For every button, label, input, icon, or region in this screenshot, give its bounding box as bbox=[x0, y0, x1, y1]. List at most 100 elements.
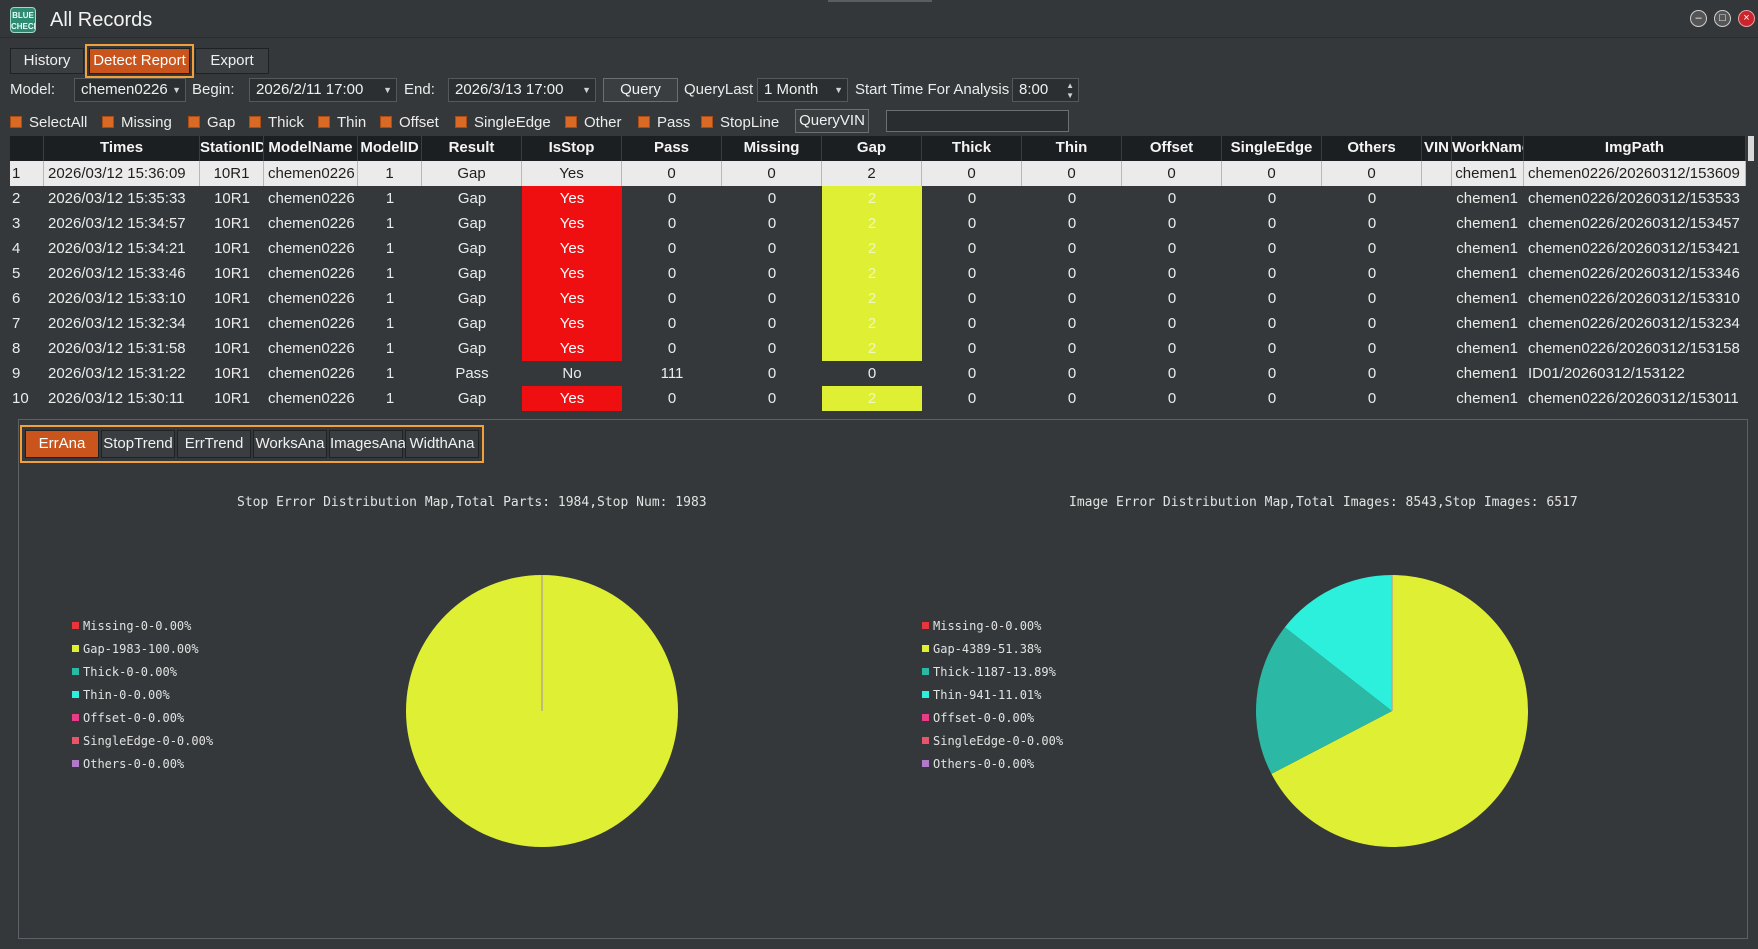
column-header-modelname[interactable]: ModelName bbox=[264, 136, 358, 161]
table-cell-others: 0 bbox=[1367, 340, 1377, 357]
table-cell-rownum: 2 bbox=[12, 190, 21, 207]
tab-stoptrend[interactable]: StopTrend bbox=[101, 430, 175, 458]
query-last-select[interactable]: 1 Month ▼ bbox=[757, 78, 848, 102]
close-icon[interactable]: × bbox=[1738, 10, 1755, 27]
column-header-offset[interactable]: Offset bbox=[1122, 136, 1222, 161]
vin-input[interactable] bbox=[886, 110, 1069, 132]
column-header-modelid[interactable]: ModelID bbox=[358, 136, 422, 161]
table-row[interactable]: 8 2026/03/12 15:31:58 10R1 chemen0226 1 Gap Ye… bbox=[10, 336, 1746, 361]
tab-errtrend[interactable]: ErrTrend bbox=[177, 430, 251, 458]
checkbox-icon bbox=[638, 116, 650, 128]
table-row[interactable]: 9 2026/03/12 15:31:22 10R1 chemen0226 1 Pass N… bbox=[10, 361, 1746, 386]
legend-item: Gap-1983-100.00% bbox=[72, 637, 213, 660]
tab-history[interactable]: History bbox=[10, 48, 84, 74]
table-cell-result: Gap bbox=[457, 290, 487, 307]
table-cell-pass: 0 bbox=[667, 340, 677, 357]
end-datetime[interactable]: 2026/3/13 17:00 ▼ bbox=[448, 78, 596, 102]
checkbox-pass[interactable]: Pass bbox=[638, 112, 690, 132]
column-header-pass[interactable]: Pass bbox=[622, 136, 722, 161]
table-scrollbar[interactable] bbox=[1748, 136, 1754, 161]
table-row[interactable]: 2 2026/03/12 15:35:33 10R1 chemen0226 1 Gap Ye… bbox=[10, 186, 1746, 211]
table-row[interactable]: 10 2026/03/12 15:30:11 10R1 chemen0226 1 Gap Y… bbox=[10, 386, 1746, 411]
table-cell-gap: 0 bbox=[867, 365, 877, 382]
column-header-others[interactable]: Others bbox=[1322, 136, 1422, 161]
table-cell-singleedge: 0 bbox=[1222, 161, 1322, 186]
tab-widthana[interactable]: WidthAna bbox=[405, 430, 479, 458]
legend-item: Thin-0-0.00% bbox=[72, 683, 213, 706]
table-cell-thick: 0 bbox=[967, 240, 977, 257]
column-header-times[interactable]: Times bbox=[44, 136, 200, 161]
column-header-vin[interactable]: VIN bbox=[1422, 136, 1452, 161]
checkbox-offset[interactable]: Offset bbox=[380, 112, 439, 132]
legend-swatch bbox=[922, 645, 929, 652]
table-row[interactable]: 6 2026/03/12 15:33:10 10R1 chemen0226 1 Gap Ye… bbox=[10, 286, 1746, 311]
legend-label: Offset-0-0.00% bbox=[933, 710, 1035, 725]
maximize-icon[interactable]: □ bbox=[1714, 10, 1731, 27]
column-header-stationid[interactable]: StationID bbox=[200, 136, 264, 161]
checkbox-gap[interactable]: Gap bbox=[188, 112, 235, 132]
start-time-spinbox[interactable]: 8:00 ▲ ▼ bbox=[1012, 78, 1079, 102]
table-cell-isstop: Yes bbox=[522, 236, 622, 261]
column-header-missing[interactable]: Missing bbox=[722, 136, 822, 161]
table-cell-times: 2026/03/12 15:31:22 bbox=[48, 365, 186, 382]
table-cell-result: Gap bbox=[457, 215, 487, 232]
start-time-label: Start Time For Analysis bbox=[855, 81, 1010, 98]
table-row[interactable]: 5 2026/03/12 15:33:46 10R1 chemen0226 1 Gap Ye… bbox=[10, 261, 1746, 286]
table-cell-pass: 0 bbox=[667, 390, 677, 407]
table-cell-missing: 0 bbox=[767, 290, 777, 307]
checkbox-singleedge[interactable]: SingleEdge bbox=[455, 112, 551, 132]
checkbox-thin[interactable]: Thin bbox=[318, 112, 366, 132]
checkbox-selectall[interactable]: SelectAll bbox=[10, 112, 87, 132]
table-cell-offset: 0 bbox=[1167, 290, 1177, 307]
table-cell-stationid: 10R1 bbox=[214, 390, 250, 407]
checkbox-other[interactable]: Other bbox=[565, 112, 622, 132]
checkbox-stopline[interactable]: StopLine bbox=[701, 112, 779, 132]
column-header-singleedge[interactable]: SingleEdge bbox=[1222, 136, 1322, 161]
table-cell-singleedge: 0 bbox=[1267, 340, 1277, 357]
begin-datetime[interactable]: 2026/2/11 17:00 ▼ bbox=[249, 78, 397, 102]
checkbox-label: StopLine bbox=[720, 113, 780, 131]
table-cell-times: 2026/03/12 15:33:46 bbox=[48, 265, 186, 282]
tab-errana[interactable]: ErrAna bbox=[25, 430, 99, 458]
table-cell-stationid: 10R1 bbox=[214, 290, 250, 307]
checkbox-thick[interactable]: Thick bbox=[249, 112, 304, 132]
tab-worksana[interactable]: WorksAna bbox=[253, 430, 327, 458]
column-header-isstop[interactable]: IsStop bbox=[522, 136, 622, 161]
query-vin-button[interactable]: QueryVIN bbox=[795, 109, 869, 133]
column-header-thick[interactable]: Thick bbox=[922, 136, 1022, 161]
table-row[interactable]: 3 2026/03/12 15:34:57 10R1 chemen0226 1 Gap Ye… bbox=[10, 211, 1746, 236]
table-cell-stationid: 10R1 bbox=[214, 365, 250, 382]
minimize-icon[interactable]: – bbox=[1690, 10, 1707, 27]
table-cell-thick: 0 bbox=[967, 265, 977, 282]
tab-imagesana[interactable]: ImagesAna bbox=[329, 430, 406, 458]
legend-swatch bbox=[72, 737, 79, 744]
spin-down-icon[interactable]: ▼ bbox=[1066, 91, 1074, 100]
table-cell-rownum: 7 bbox=[12, 315, 21, 332]
table-row[interactable]: 7 2026/03/12 15:32:34 10R1 chemen0226 1 Gap Ye… bbox=[10, 311, 1746, 336]
table-cell-others: 0 bbox=[1367, 240, 1377, 257]
stop-error-pie-chart bbox=[406, 575, 678, 847]
checkbox-label: Thick bbox=[268, 113, 304, 131]
model-select[interactable]: chemen0226 ▼ bbox=[74, 78, 186, 102]
table-cell-isstop: Yes bbox=[522, 186, 622, 211]
column-header-result[interactable]: Result bbox=[422, 136, 522, 161]
legend-item: Gap-4389-51.38% bbox=[922, 637, 1063, 660]
table-cell-vin bbox=[1422, 361, 1452, 386]
table-cell-result: Pass bbox=[455, 365, 489, 382]
tab-export[interactable]: Export bbox=[195, 48, 269, 74]
checkbox-missing[interactable]: Missing bbox=[102, 112, 172, 132]
column-header-rownum[interactable] bbox=[10, 136, 44, 161]
table-cell-others: 0 bbox=[1367, 215, 1377, 232]
column-header-thin[interactable]: Thin bbox=[1022, 136, 1122, 161]
table-row[interactable]: 1 2026/03/12 15:36:09 10R1 chemen0226 1 Gap Ye… bbox=[10, 161, 1746, 186]
query-button[interactable]: Query bbox=[603, 78, 678, 102]
column-header-imgpath[interactable]: ImgPath bbox=[1524, 136, 1746, 161]
tab-detect-report[interactable]: Detect Report bbox=[85, 44, 194, 78]
column-header-workname[interactable]: WorkName bbox=[1452, 136, 1524, 161]
spin-up-icon[interactable]: ▲ bbox=[1066, 81, 1074, 90]
legend-swatch bbox=[72, 668, 79, 675]
table-cell-workname: chemen1 bbox=[1456, 390, 1518, 407]
column-header-gap[interactable]: Gap bbox=[822, 136, 922, 161]
table-row[interactable]: 4 2026/03/12 15:34:21 10R1 chemen0226 1 Gap Ye… bbox=[10, 236, 1746, 261]
analysis-panel bbox=[18, 419, 1748, 939]
